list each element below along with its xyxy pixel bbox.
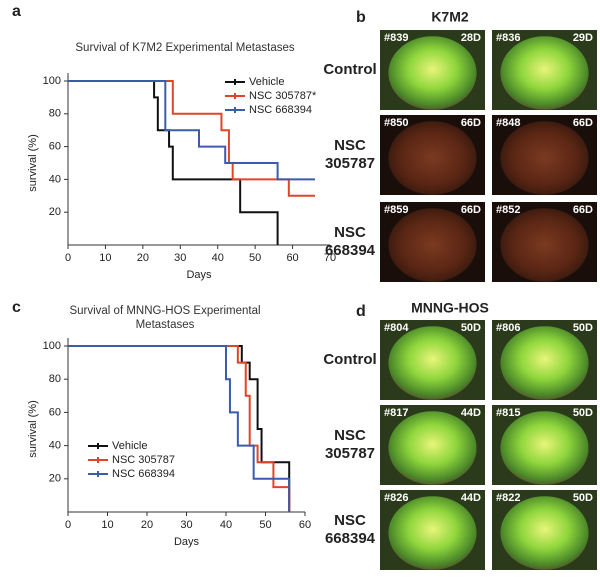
photo-lung xyxy=(500,326,589,400)
y-tick-label: 40 xyxy=(49,173,61,185)
row-label: NSC xyxy=(334,137,366,154)
image-day: 66D xyxy=(461,204,481,216)
y-tick-label: 60 xyxy=(49,406,61,418)
image-day: 29D xyxy=(573,32,593,44)
photo-lung xyxy=(500,496,589,570)
x-tick-label: 10 xyxy=(101,519,113,531)
chart-title: Survival of MNNG-HOS Experimental xyxy=(69,305,260,317)
image-day: 44D xyxy=(461,407,481,419)
x-tick-label: 30 xyxy=(174,252,186,264)
image-day: 50D xyxy=(573,492,593,504)
x-tick-label: 40 xyxy=(220,519,232,531)
chart-title: Metastases xyxy=(136,319,195,331)
chart-title: Survival of K7M2 Experimental Metastases xyxy=(75,42,294,54)
y-tick-label: 100 xyxy=(43,75,61,87)
legend-label: Vehicle xyxy=(112,440,147,452)
x-tick-label: 0 xyxy=(65,252,71,264)
image-id: #822 xyxy=(496,492,520,504)
photo-lung xyxy=(388,496,477,570)
row-label: Control xyxy=(323,351,376,368)
x-tick-label: 30 xyxy=(180,519,192,531)
image-day: 50D xyxy=(573,407,593,419)
panel-title: K7M2 xyxy=(431,9,469,25)
x-tick-label: 0 xyxy=(65,519,71,531)
x-tick-label: 50 xyxy=(259,519,271,531)
survival-curve xyxy=(68,345,291,512)
photo-lung xyxy=(388,326,477,400)
row-label: Control xyxy=(323,61,376,78)
image-day: 66D xyxy=(573,204,593,216)
y-tick-label: 20 xyxy=(49,473,61,485)
survival-curve xyxy=(68,80,316,181)
image-id: #859 xyxy=(384,204,408,216)
x-axis-label: Days xyxy=(174,536,200,548)
x-tick-label: 50 xyxy=(249,252,261,264)
image-day: 28D xyxy=(461,32,481,44)
photo-lung xyxy=(500,121,589,195)
photo-lung xyxy=(500,411,589,485)
panel-label: d xyxy=(356,303,366,320)
survival-curve xyxy=(68,80,279,245)
photo-lung xyxy=(388,411,477,485)
image-id: #826 xyxy=(384,492,408,504)
image-id: #804 xyxy=(384,322,409,334)
row-label: NSC xyxy=(334,224,366,241)
image-id: #839 xyxy=(384,32,408,44)
row-label: NSC xyxy=(334,427,366,444)
panel-title: MNNG-HOS xyxy=(411,300,489,316)
row-label: 668394 xyxy=(325,242,376,259)
image-day: 66D xyxy=(461,117,481,129)
legend-label: NSC 668394 xyxy=(112,468,175,480)
x-tick-label: 40 xyxy=(212,252,224,264)
image-day: 50D xyxy=(573,322,593,334)
y-axis-label: survival (%) xyxy=(27,134,39,191)
y-tick-label: 80 xyxy=(49,373,61,385)
image-id: #836 xyxy=(496,32,520,44)
x-tick-label: 70 xyxy=(324,252,336,264)
image-id: #848 xyxy=(496,117,520,129)
legend-label: NSC 305787* xyxy=(249,90,317,102)
y-tick-label: 40 xyxy=(49,440,61,452)
panel-label: a xyxy=(12,3,21,20)
image-id: #817 xyxy=(384,407,408,419)
row-label: 305787 xyxy=(325,445,375,462)
y-tick-label: 100 xyxy=(43,340,61,352)
image-day: 44D xyxy=(461,492,481,504)
x-axis-label: Days xyxy=(186,269,212,281)
y-tick-label: 60 xyxy=(49,141,61,153)
x-tick-label: 10 xyxy=(99,252,111,264)
legend-label: NSC 305787 xyxy=(112,454,175,466)
survival-curve xyxy=(68,80,316,197)
panel-label: c xyxy=(12,299,21,316)
y-tick-label: 20 xyxy=(49,206,61,218)
survival-curve xyxy=(68,345,291,512)
survival-curve xyxy=(68,345,291,512)
image-id: #806 xyxy=(496,322,520,334)
photo-lung xyxy=(500,36,589,110)
row-label: NSC xyxy=(334,512,366,529)
legend-label: Vehicle xyxy=(249,76,284,88)
image-day: 50D xyxy=(461,322,481,334)
y-tick-label: 80 xyxy=(49,108,61,120)
photo-lung xyxy=(388,208,477,282)
y-axis-label: survival (%) xyxy=(27,400,39,457)
photo-lung xyxy=(388,121,477,195)
x-tick-label: 60 xyxy=(299,519,311,531)
photo-lung xyxy=(500,208,589,282)
x-tick-label: 20 xyxy=(137,252,149,264)
image-id: #815 xyxy=(496,407,520,419)
image-id: #852 xyxy=(496,204,520,216)
image-day: 66D xyxy=(573,117,593,129)
panel-label: b xyxy=(356,9,366,26)
x-tick-label: 20 xyxy=(141,519,153,531)
legend-label: NSC 668394 xyxy=(249,104,312,116)
image-id: #850 xyxy=(384,117,408,129)
row-label: 668394 xyxy=(325,530,376,547)
photo-lung xyxy=(388,36,477,110)
x-tick-label: 60 xyxy=(286,252,298,264)
row-label: 305787 xyxy=(325,155,375,172)
